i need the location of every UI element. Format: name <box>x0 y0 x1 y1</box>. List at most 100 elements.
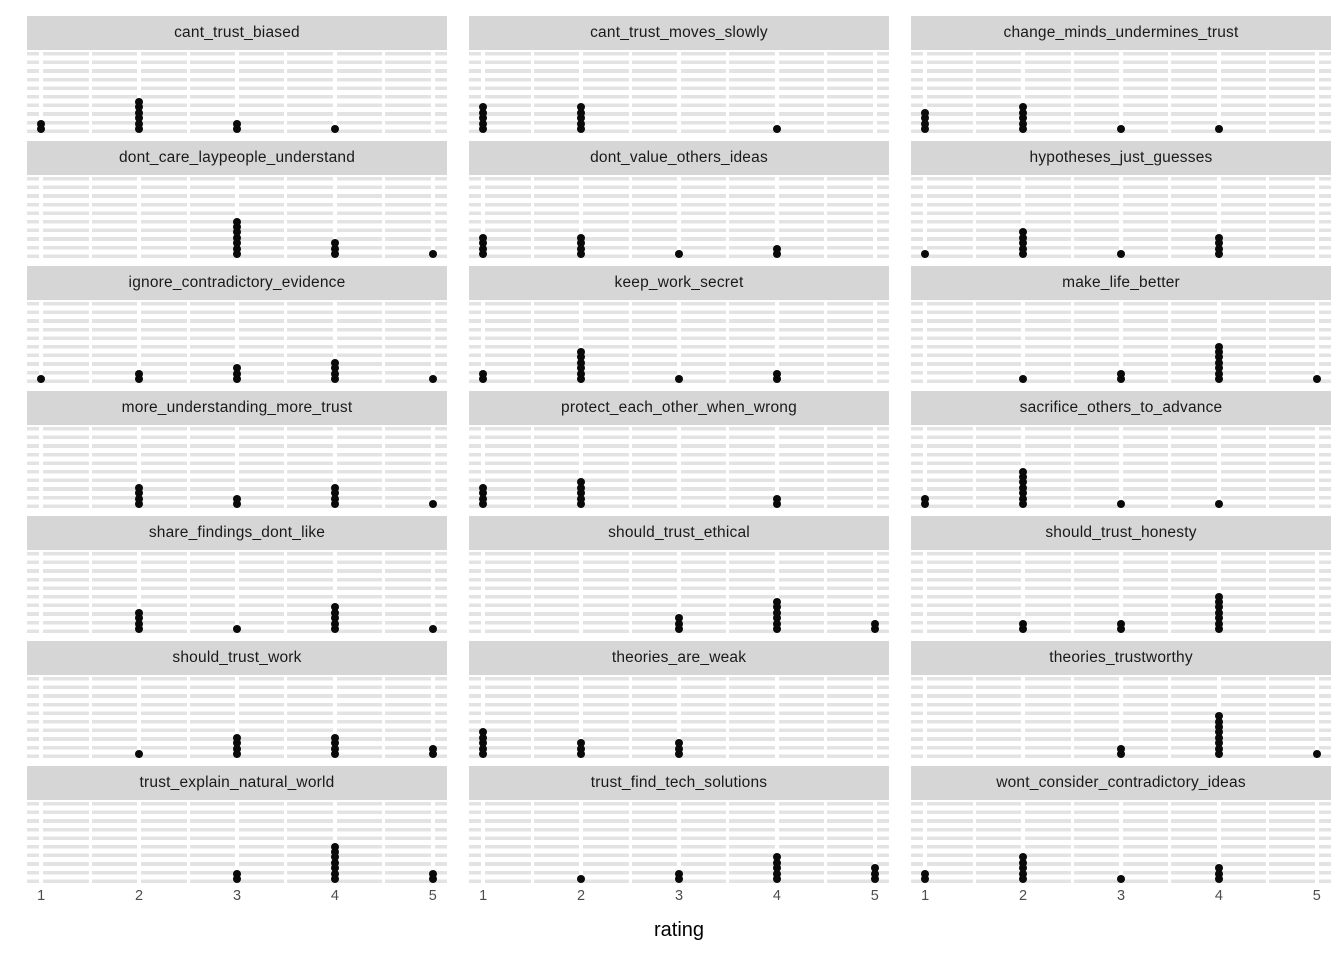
gridline-minor-x <box>1168 800 1172 885</box>
data-dot <box>577 358 586 367</box>
data-dot <box>135 750 144 758</box>
data-dot <box>233 244 241 253</box>
gridline-minor-x <box>88 550 92 635</box>
gridline-major-x <box>774 675 779 760</box>
data-dot <box>1019 473 1028 481</box>
data-dot <box>1019 625 1028 633</box>
gridline-minor-x <box>1070 50 1074 135</box>
gridline-major-x <box>1119 550 1123 635</box>
gridline-major-x <box>677 50 681 135</box>
gridline-minor-x <box>186 175 190 260</box>
facet-make_life_better: make_life_better <box>911 266 1331 385</box>
data-dot <box>1019 489 1028 498</box>
facet-strip: ignore_contradictory_evidence <box>27 266 447 300</box>
gridline-major-x <box>579 425 584 510</box>
data-dot <box>1117 369 1125 378</box>
data-dot <box>772 375 781 383</box>
gridline-major-x <box>332 175 337 260</box>
data-dot <box>577 750 586 758</box>
gridline-major-x <box>1021 675 1026 760</box>
data-dot <box>479 375 488 383</box>
data-dot <box>233 228 241 237</box>
data-dot <box>870 864 879 873</box>
gridline-major-x <box>774 550 779 635</box>
data-dot <box>577 744 586 753</box>
gridline-minor-x <box>628 550 632 635</box>
gridline-major-x <box>481 175 486 260</box>
data-dot <box>135 483 144 492</box>
data-dot <box>1214 744 1223 753</box>
gridline-minor-x <box>726 675 730 760</box>
gridline-major-x <box>481 300 486 385</box>
data-dot <box>577 364 586 373</box>
data-dot <box>479 744 488 753</box>
data-dot <box>870 625 879 633</box>
data-dot <box>772 244 781 253</box>
gridline-minor-x <box>726 425 730 510</box>
data-dot <box>330 733 339 742</box>
gridline-major-x <box>1314 300 1319 385</box>
gridline-major-x <box>481 800 486 885</box>
data-dot <box>772 603 781 612</box>
gridline-minor-x <box>88 675 92 760</box>
facet-panel <box>911 550 1331 635</box>
data-dot <box>135 489 144 498</box>
facet-strip: should_trust_work <box>27 641 447 675</box>
gridline-minor-x <box>972 425 976 510</box>
data-dot <box>428 625 437 633</box>
facet-strip: dont_value_others_ideas <box>469 141 889 175</box>
data-dot <box>577 125 586 133</box>
data-dot <box>428 375 437 383</box>
gridline-minor-x <box>628 50 632 135</box>
gridline-major-x <box>1119 675 1123 760</box>
gridline-major-x <box>137 300 142 385</box>
data-dot <box>1312 375 1321 383</box>
gridline-major-x <box>579 675 584 760</box>
gridline-minor-x <box>186 50 190 135</box>
data-dot <box>1214 348 1223 356</box>
gridline-major-x <box>1216 550 1221 635</box>
data-dot <box>1019 250 1028 258</box>
data-dot <box>233 494 241 503</box>
gridline-major-x <box>1119 300 1123 385</box>
facet-panel <box>469 550 889 635</box>
data-dot <box>135 103 144 112</box>
gridline-major-x <box>677 550 681 635</box>
gridline-minor-x <box>1168 50 1172 135</box>
data-dot <box>330 608 339 617</box>
gridline-major-x <box>1119 800 1123 885</box>
data-dot <box>1019 103 1028 112</box>
gridline-major-x <box>774 50 779 135</box>
data-dot <box>479 125 488 133</box>
gridline-major-x <box>1314 425 1319 510</box>
data-dot <box>1214 603 1223 612</box>
gridline-major-x <box>579 550 584 635</box>
data-dot <box>921 494 930 503</box>
data-dot <box>675 625 683 633</box>
x-axis-column: 1 2 3 4 5 <box>469 888 889 910</box>
gridline-major-x <box>430 550 435 635</box>
data-dot <box>135 500 144 508</box>
data-dot <box>772 858 781 867</box>
data-dot <box>233 750 241 758</box>
gridline-minor-x <box>1070 175 1074 260</box>
gridline-major-x <box>39 50 44 135</box>
gridline-minor-x <box>382 300 386 385</box>
gridline-major-x <box>332 675 337 760</box>
data-dot <box>135 125 144 133</box>
facet-strip: wont_consider_contradictory_ideas <box>911 766 1331 800</box>
data-dot <box>577 239 586 248</box>
data-dot <box>1214 239 1223 248</box>
gridline-major-x <box>430 300 435 385</box>
gridline-major-x <box>235 800 239 885</box>
data-dot <box>479 114 488 123</box>
data-dot <box>1019 119 1028 128</box>
facet-strip: dont_care_laypeople_understand <box>27 141 447 175</box>
gridline-minor-x <box>284 675 288 760</box>
gridline-major-x <box>579 175 584 260</box>
data-dot <box>577 244 586 253</box>
gridline-major-x <box>481 675 486 760</box>
gridline-minor-x <box>972 175 976 260</box>
gridline-major-x <box>137 175 142 260</box>
